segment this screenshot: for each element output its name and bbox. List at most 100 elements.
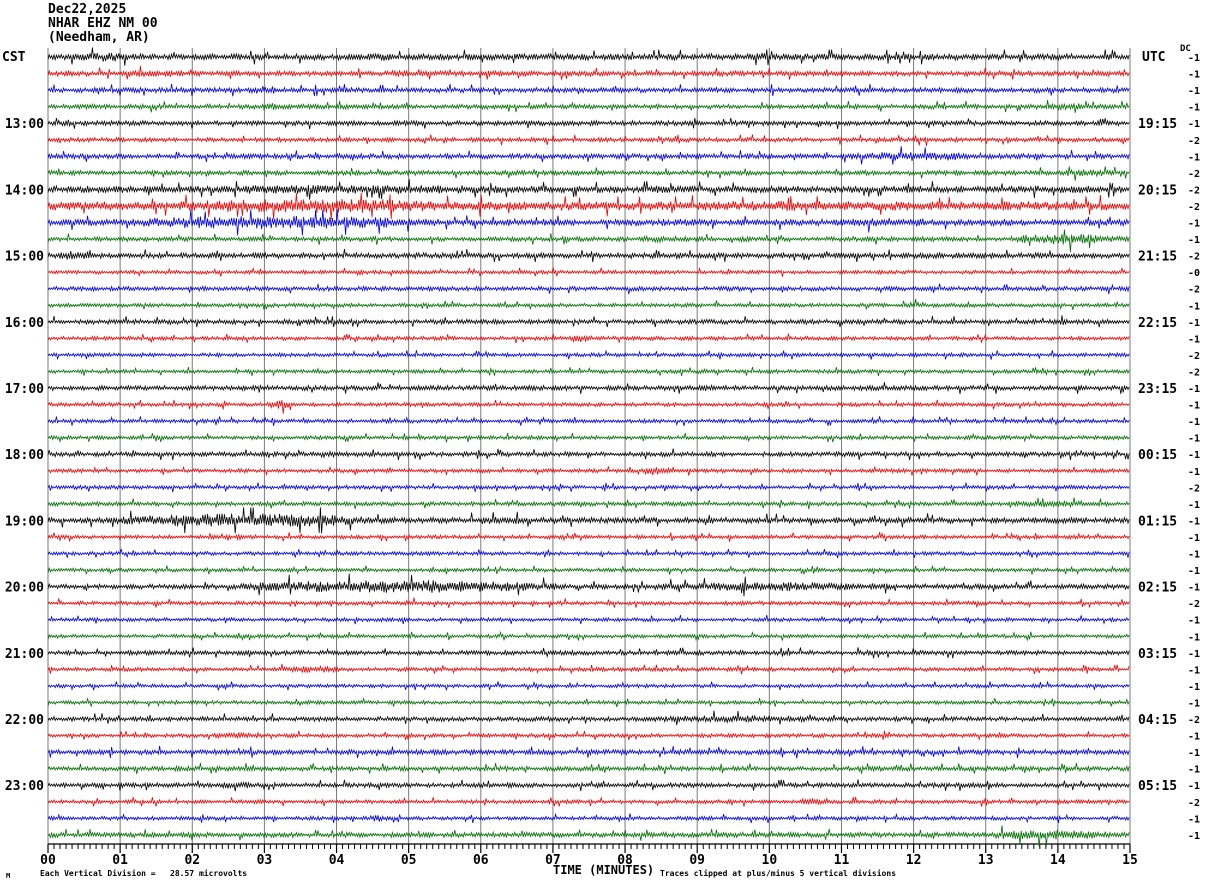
dc-offset-value: -1	[1188, 235, 1200, 246]
x-tick-label: 10	[762, 853, 778, 868]
cst-hour-label: 21:00	[5, 647, 44, 662]
utc-hour-label: 21:15	[1138, 250, 1177, 265]
cst-hour-label: 14:00	[5, 183, 44, 198]
cst-hour-label: 13:00	[5, 117, 44, 132]
trace-row-28	[47, 497, 1130, 510]
dc-offset-value: -1	[1188, 516, 1200, 527]
trace-row-11	[47, 209, 1130, 236]
dc-offset-header: DC	[1180, 44, 1191, 54]
utc-hour-label: 19:15	[1138, 117, 1177, 132]
dc-offset-value: -1	[1188, 53, 1200, 64]
trace-row-48	[47, 825, 1130, 847]
trace-row-45	[47, 779, 1130, 792]
utc-hour-label: 02:15	[1138, 581, 1177, 596]
trace-row-33	[47, 573, 1130, 597]
trace-row-43	[47, 745, 1130, 759]
x-tick-label: 06	[473, 853, 489, 868]
dc-offset-value: -2	[1188, 285, 1200, 296]
dc-offset-value: -1	[1188, 665, 1200, 676]
trace-row-34	[47, 597, 1130, 609]
cst-hour-label: 16:00	[5, 316, 44, 331]
trace-row-30	[47, 531, 1130, 543]
dc-offset-value: -1	[1188, 682, 1200, 693]
trace-row-32	[47, 564, 1130, 576]
dc-offset-value: -1	[1188, 384, 1200, 395]
utc-hour-label: 05:15	[1138, 779, 1177, 794]
cst-hour-label: 17:00	[5, 382, 44, 397]
trace-row-42	[47, 730, 1130, 741]
trace-row-13	[47, 248, 1130, 263]
dc-offset-value: -2	[1188, 252, 1200, 263]
dc-offset-value: -2	[1188, 483, 1200, 494]
minute-gridlines	[47, 48, 1131, 844]
dc-offset-value: -1	[1188, 103, 1200, 114]
dc-offset-value: -1	[1188, 301, 1200, 312]
dc-offset-value: -1	[1188, 748, 1200, 759]
x-tick-label: 04	[329, 853, 345, 868]
dc-offset-value: -0	[1188, 268, 1200, 279]
dc-offset-value: -1	[1188, 152, 1200, 163]
trace-row-21	[47, 382, 1130, 394]
trace-row-37	[47, 647, 1130, 659]
trace-row-26	[47, 465, 1130, 477]
dc-offset-value: -1	[1188, 566, 1200, 577]
x-tick-label: 00	[40, 853, 56, 868]
dc-offset-value: -2	[1188, 202, 1200, 213]
utc-hour-label: 04:15	[1138, 713, 1177, 728]
x-tick-label: 09	[689, 853, 705, 868]
left-timezone-label: CST	[2, 50, 26, 65]
trace-row-24	[47, 432, 1130, 443]
dc-offset-value: -1	[1188, 814, 1200, 825]
dc-offset-value: -2	[1188, 599, 1200, 610]
trace-row-20	[47, 366, 1130, 377]
trace-row-47	[47, 812, 1130, 824]
dc-offset-value: -1	[1188, 119, 1200, 130]
trace-row-7	[47, 146, 1130, 165]
x-axis: 00 01 02 03 04 05 06 07 08 09 10 11 12 13 14 15	[40, 843, 1138, 868]
dc-offset-value: -1	[1188, 450, 1200, 461]
dc-offset-value: -1	[1188, 219, 1200, 230]
cst-hour-label: 23:00	[5, 779, 44, 794]
dc-offset-value: -1	[1188, 533, 1200, 544]
x-tick-label: 11	[834, 853, 850, 868]
trace-row-27	[47, 482, 1130, 493]
utc-hour-label: 23:15	[1138, 382, 1177, 397]
trace-row-38	[47, 663, 1130, 675]
right-timezone-label: UTC	[1142, 50, 1166, 65]
trace-row-29	[47, 507, 1130, 534]
trace-row-4	[47, 100, 1130, 113]
trace-row-44	[47, 762, 1130, 775]
trace-row-6	[47, 134, 1130, 147]
x-tick-label: 02	[184, 853, 200, 868]
trace-row-15	[47, 283, 1130, 295]
trace-row-2	[47, 65, 1130, 80]
dc-offset-value: -1	[1188, 732, 1200, 743]
dc-offset-value: -2	[1188, 136, 1200, 147]
dc-offset-value: -1	[1188, 632, 1200, 643]
cst-hour-label: 15:00	[5, 250, 44, 265]
trace-row-10	[47, 192, 1130, 220]
dc-offset-value: -1	[1188, 550, 1200, 561]
trace-row-12	[47, 229, 1130, 253]
dc-offset-value: -2	[1188, 798, 1200, 809]
dc-offset-value: -1	[1188, 698, 1200, 709]
dc-offset-value: -2	[1188, 367, 1200, 378]
x-tick-label: 13	[978, 853, 994, 868]
dc-offset-value: -1	[1188, 831, 1200, 842]
x-tick-label: 01	[112, 853, 128, 868]
trace-row-22	[47, 399, 1130, 414]
x-tick-label: 12	[906, 853, 922, 868]
dc-offset-value: -2	[1188, 351, 1200, 362]
trace-row-19	[47, 349, 1130, 360]
dc-offset-value: -1	[1188, 649, 1200, 660]
x-tick-label: 03	[257, 853, 273, 868]
trace-row-18	[47, 333, 1130, 344]
cst-hour-label: 22:00	[5, 713, 44, 728]
dc-offset-value: -1	[1188, 417, 1200, 428]
plot-date: Dec22,2025	[48, 2, 127, 17]
dc-offset-value: -1	[1188, 70, 1200, 81]
utc-hour-label: 22:15	[1138, 316, 1177, 331]
x-tick-label: 15	[1122, 853, 1138, 868]
scale-note: Each Vertical Division = 28.57 microvolt…	[40, 869, 248, 878]
watermark-glyph: M	[6, 872, 11, 880]
